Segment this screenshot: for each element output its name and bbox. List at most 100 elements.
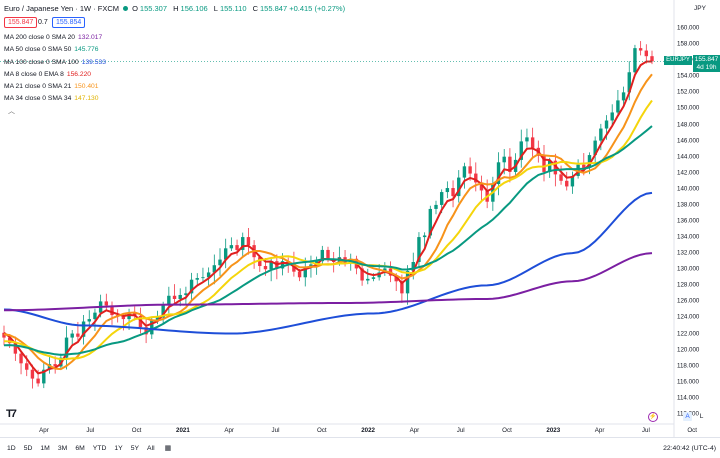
- lightning-icon[interactable]: ⚡: [648, 412, 658, 422]
- candle-body: [366, 278, 370, 281]
- candle-body: [127, 313, 131, 320]
- candle-body: [462, 166, 467, 178]
- candle-body: [36, 378, 40, 384]
- candle-body: [422, 235, 427, 238]
- x-tick-label: Jul: [86, 427, 95, 434]
- candle-body: [451, 188, 455, 197]
- y-tick-label: 132.000: [677, 249, 700, 257]
- candle-body: [314, 261, 319, 265]
- candle-body: [30, 369, 35, 379]
- ma50-line: [3, 125, 653, 356]
- ohlc-values: O 155.307 H 156.106 L 155.110 C 155.847 +0.4…: [132, 4, 349, 13]
- candle-body: [138, 315, 143, 328]
- timeframe-5d[interactable]: 5D: [23, 444, 33, 452]
- candle-body: [235, 245, 239, 250]
- y-tick-label: 142.000: [677, 169, 700, 177]
- x-tick-label: Apr: [594, 427, 605, 434]
- tradingview-logo-icon[interactable]: T7: [6, 408, 17, 420]
- y-tick-label: 136.000: [677, 217, 700, 225]
- candle-body: [297, 271, 302, 278]
- y-tick-label: 154.000: [677, 72, 700, 80]
- y-tick-label: 118.000: [677, 362, 699, 370]
- auto-scale-button[interactable]: A: [683, 412, 692, 421]
- y-tick-label: 150.000: [677, 104, 700, 112]
- timeframe-all[interactable]: All: [147, 444, 155, 452]
- candle-body: [258, 257, 262, 267]
- y-tick-label: 116.000: [677, 378, 699, 386]
- utc-clock[interactable]: 22:40:42 (UTC-4): [663, 444, 716, 452]
- timeframe-ytd[interactable]: YTD: [92, 444, 107, 452]
- x-tick-label: Jul: [456, 427, 465, 434]
- candle-body: [269, 261, 273, 270]
- ohlc-high: H 156.106: [173, 4, 208, 13]
- x-tick-label: Jul: [271, 427, 280, 434]
- candle-body: [610, 112, 614, 121]
- candle-body: [565, 180, 569, 187]
- candle-body: [547, 160, 552, 172]
- y-tick-label: 130.000: [677, 265, 700, 273]
- log-scale-button[interactable]: L: [699, 413, 704, 420]
- chevron-up-icon[interactable]: ︿: [8, 108, 15, 115]
- candle-body: [616, 100, 620, 113]
- candle-body: [417, 237, 421, 263]
- candle-body: [280, 261, 285, 269]
- legend-ma8[interactable]: MA 8 close 0 EMA 8 156.220: [4, 70, 92, 78]
- sell-button[interactable]: 155.847: [4, 17, 38, 28]
- y-tick-label: 138.000: [677, 201, 700, 209]
- legend-ma21[interactable]: MA 21 close 0 SMA 21 150.401: [4, 83, 99, 91]
- timeframe-1d[interactable]: 1D: [7, 444, 16, 452]
- spread-value: 0.7: [38, 19, 48, 26]
- candle-body: [7, 337, 12, 344]
- candle-body: [519, 141, 523, 160]
- y-tick-label: 124.000: [677, 313, 700, 321]
- buy-button[interactable]: 155.854: [52, 17, 86, 28]
- candle-body: [178, 294, 182, 299]
- symbol-title[interactable]: Euro / Japanese Yen · 1W · FXCM: [4, 4, 120, 13]
- y-tick-label: 144.000: [677, 153, 700, 161]
- candle-body: [19, 353, 23, 364]
- price-chart[interactable]: [0, 0, 720, 437]
- candle-body: [206, 272, 211, 278]
- currency-label[interactable]: JPY: [694, 5, 706, 12]
- ma34-line: [3, 99, 653, 361]
- candle-body: [599, 128, 603, 141]
- candle-body: [303, 266, 307, 278]
- candle-body: [246, 237, 251, 246]
- candle-body: [184, 293, 188, 295]
- candle-body: [241, 237, 245, 250]
- legend-ma50[interactable]: MA 50 close 0 SMA 50 145.776: [4, 46, 99, 54]
- ohlc-close: C 155.847 +0.415 (+0.27%): [252, 4, 346, 13]
- candle-body: [633, 48, 637, 73]
- candle-body: [468, 166, 472, 174]
- candle-body: [229, 245, 234, 249]
- candle-body: [394, 275, 398, 282]
- candle-body: [439, 192, 444, 205]
- x-tick-label: Oct: [502, 427, 512, 434]
- candle-body: [121, 316, 126, 320]
- timeframe-5y[interactable]: 5Y: [130, 444, 140, 452]
- y-tick-label: 146.000: [677, 137, 700, 145]
- candle-body: [76, 333, 80, 337]
- timeframe-3m[interactable]: 3M: [57, 444, 68, 452]
- y-tick-label: 126.000: [677, 297, 700, 305]
- x-tick-label: Jul: [641, 427, 650, 434]
- candle-body: [434, 204, 438, 209]
- timeframe-6m[interactable]: 6M: [75, 444, 85, 452]
- candle-body: [218, 259, 222, 266]
- legend-ma34[interactable]: MA 34 close 0 SMA 34 147.130: [4, 95, 99, 103]
- candle-body: [411, 262, 415, 271]
- candle-body: [309, 264, 313, 267]
- calendar-range-icon[interactable]: ▦: [164, 445, 172, 452]
- timeframe-1y[interactable]: 1Y: [114, 444, 123, 452]
- candle-body: [587, 155, 592, 168]
- timeframe-1m[interactable]: 1M: [40, 444, 50, 452]
- y-tick-label: 134.000: [677, 233, 700, 241]
- legend-ma100[interactable]: MA 100 close 0 SMA 100 139.533: [4, 58, 106, 66]
- last-price-label: 155.847 4d 19h: [693, 55, 720, 72]
- candle-body: [638, 48, 643, 51]
- y-tick-label: 128.000: [677, 281, 700, 289]
- candle-body: [155, 317, 160, 321]
- candle-body: [167, 295, 171, 305]
- y-tick-label: 158.000: [677, 40, 700, 48]
- legend-ma200[interactable]: MA 200 close 0 SMA 20 132.017: [4, 34, 103, 41]
